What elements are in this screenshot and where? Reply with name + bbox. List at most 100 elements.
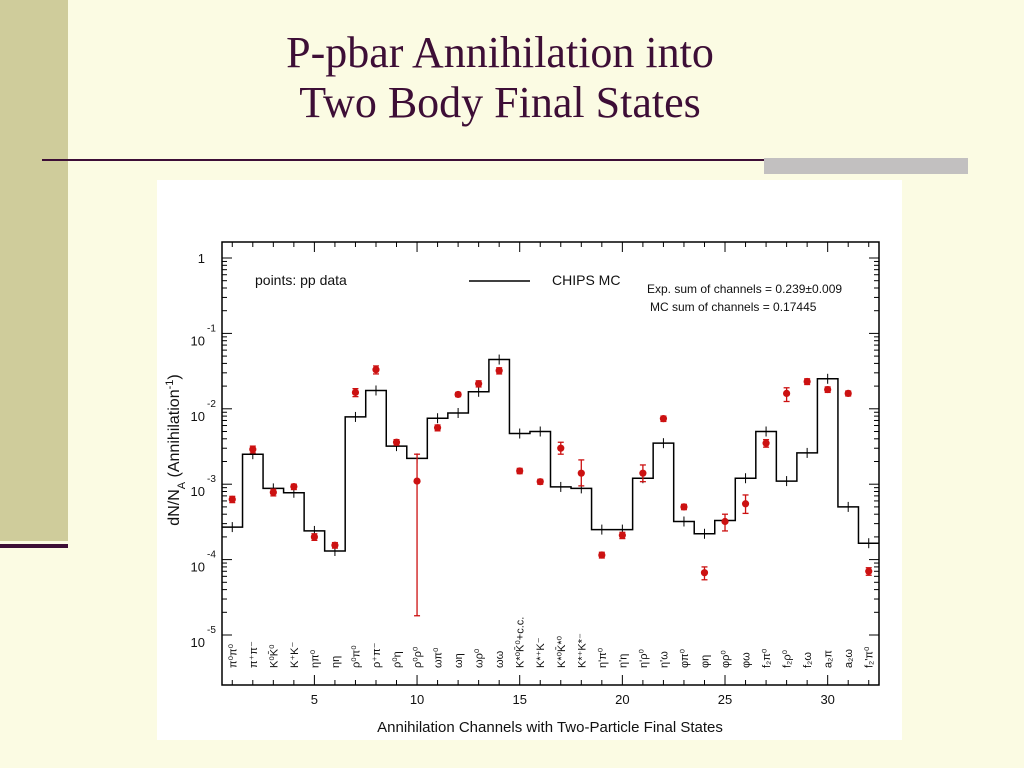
data-point [865, 567, 873, 575]
x-axis-label: Annihilation Channels with Two-Particle … [377, 719, 723, 736]
legend-mc-label: CHIPS MC [552, 272, 620, 288]
y-axis-label: dN/NA (Annihilation-1) [164, 374, 188, 525]
channel-label: f₂π⁰ [761, 648, 773, 668]
data-point [331, 541, 339, 549]
x-tick-label: 15 [512, 692, 526, 707]
channel-label: K*⁰K̄⁰+c.c. [514, 617, 527, 668]
data-point [783, 389, 791, 398]
channel-label: K*⁰K̄*⁰ [555, 635, 568, 668]
data-point [516, 467, 524, 475]
channel-label: ρ⁰η [392, 651, 404, 668]
channel-label: φρ⁰ [720, 650, 732, 668]
x-axis-ticks: 5 10 15 20 25 30 [231, 242, 870, 707]
channel-label: f₂ρ⁰ [782, 649, 794, 668]
channel-label: ωρ⁰ [474, 648, 486, 668]
x-tick-label: 5 [311, 692, 318, 707]
chart-panel: 1 10 -1 10 -2 10 -3 10 -4 10 -5 5 10 15 20 25 30 π⁰π⁰ π⁺… [157, 180, 902, 740]
data-point [413, 477, 421, 485]
y-tick-label: 10 [191, 484, 205, 499]
title-divider [42, 159, 764, 161]
data-point [762, 439, 770, 447]
y-axis-ticks: 110-110-210-310-410-5 [191, 251, 879, 650]
data-point [475, 380, 483, 388]
x-tick-label: 20 [615, 692, 629, 707]
y-tick-exponent: -2 [207, 399, 216, 410]
channel-label: φπ⁰ [679, 648, 691, 668]
data-point [557, 444, 565, 452]
data-point [700, 569, 709, 577]
channel-label: ωω [494, 650, 506, 668]
data-point [721, 517, 729, 526]
y-axis-label-main: dN/N [166, 489, 183, 525]
x-tick-label: 10 [410, 692, 424, 707]
mc-histogram [222, 354, 879, 557]
channel-label: K*⁺K*⁻ [576, 633, 588, 668]
data-point [844, 389, 852, 398]
y-tick-label: 1 [198, 251, 205, 266]
channel-label: φη [699, 655, 711, 668]
channel-label: ωπ⁰ [433, 647, 445, 668]
channel-label: a₂ω [843, 649, 855, 668]
data-point [639, 469, 647, 477]
title-accent-bar [764, 158, 968, 174]
data-point [618, 531, 626, 539]
channel-labels: π⁰π⁰ π⁺π⁻ K⁰K̄⁰ K⁺K⁻ ηπ⁰ ηη ρ⁰π⁰ ρ⁺π⁻ ρ⁰η ρ⁰ρ⁰ ωπ⁰… [227, 617, 875, 668]
y-tick-exponent: -5 [207, 625, 216, 636]
data-point [392, 438, 401, 446]
y-tick-label: 10 [191, 560, 205, 575]
slide-title: P-pbar Annihilation into Two Body Final … [150, 28, 850, 128]
annihilation-chart: 110-110-210-310-410-5 5 10 15 20 25 30 π⁰π⁰ π⁺… [164, 241, 880, 736]
channel-label: f₂'π⁰ [864, 646, 876, 668]
data-point [454, 390, 462, 399]
y-tick-exponent: -4 [207, 550, 216, 561]
data-point [741, 500, 750, 508]
channel-label: η'ρ⁰ [638, 649, 650, 668]
y-axis-label-sup: -1 [164, 380, 176, 390]
annotation-exp-sum: Exp. sum of channels = 0.239±0.009 [647, 282, 842, 296]
channel-label: ηη [330, 656, 342, 668]
channel-label: K⁺K⁻ [289, 642, 301, 668]
data-point [495, 367, 503, 375]
data-point [433, 424, 442, 432]
channel-label: η'η [617, 654, 629, 668]
mc-step-line [222, 358, 879, 552]
channel-label: η'π⁰ [597, 647, 609, 668]
y-tick-label: 10 [191, 333, 205, 348]
channel-label: ρ⁺π⁻ [371, 642, 383, 668]
y-axis-label-sub: A [176, 481, 188, 489]
data-point [249, 445, 257, 453]
channel-label: π⁰π⁰ [227, 643, 239, 668]
channel-label: ρ⁰π⁰ [350, 645, 362, 668]
data-point [803, 377, 811, 386]
slide-title-line-2: Two Body Final States [299, 78, 701, 127]
data-point [310, 533, 318, 541]
data-points [228, 365, 873, 617]
channel-label: π⁺π⁻ [248, 641, 260, 668]
channel-label: η'ω [658, 651, 670, 668]
channel-label: K⁰K̄⁰ [268, 644, 281, 668]
channel-label: ρ⁰ρ⁰ [412, 646, 424, 668]
data-point [659, 415, 668, 423]
channel-label: a₂π [823, 650, 835, 668]
plot-frame [221, 241, 880, 686]
x-tick-label: 30 [820, 692, 834, 707]
data-point [269, 488, 277, 496]
y-tick-label: 10 [191, 635, 205, 650]
channel-label: f₂ω [802, 652, 814, 668]
annotation-mc-sum: MC sum of channels = 0.17445 [650, 300, 817, 314]
data-point [824, 385, 832, 394]
left-decor-bar [0, 0, 68, 541]
data-point [372, 366, 380, 374]
legend-points-label: points: pp data [255, 272, 347, 288]
y-axis-label-close: ) [166, 374, 183, 379]
y-axis-label-paren: (Annihilation [166, 389, 183, 482]
data-point [536, 478, 544, 486]
left-decor-rule [0, 544, 68, 548]
channel-label: φω [741, 652, 753, 668]
data-point [351, 388, 360, 397]
x-tick-label: 25 [718, 692, 732, 707]
slide-title-line-1: P-pbar Annihilation into [286, 28, 714, 77]
channel-label: ωη [453, 653, 465, 668]
channel-label: ηπ⁰ [309, 649, 321, 668]
y-tick-exponent: -1 [207, 323, 216, 334]
